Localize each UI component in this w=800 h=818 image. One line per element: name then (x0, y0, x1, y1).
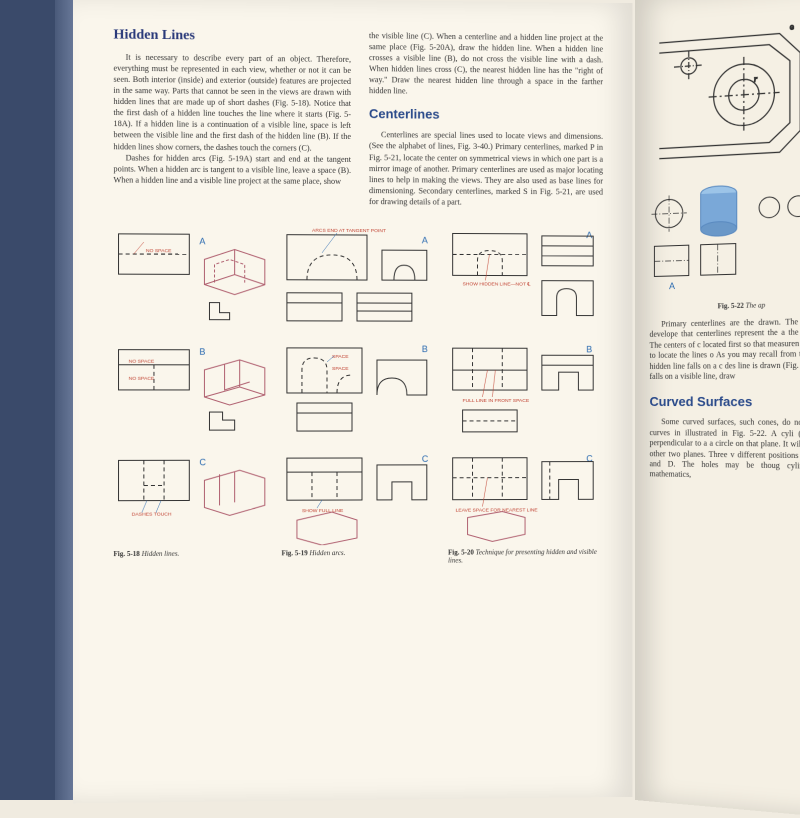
fig-5-22: A (650, 176, 800, 294)
fig-5-18: NO SPACE A (113, 224, 271, 566)
fig-5-20-caption: Fig. 5-20 Technique for presenting hidde… (448, 548, 603, 565)
svg-text:SHOW FULL LINE: SHOW FULL LINE (302, 508, 344, 514)
para-hidden-2: Dashes for hidden arcs (Fig. 5-19A) star… (113, 152, 351, 187)
right-para-1: Primary centerlines are the drawn. The v… (650, 316, 800, 382)
para-centerlines: Centerlines are special lines used to lo… (369, 129, 603, 208)
svg-text:NO SPACE: NO SPACE (129, 359, 155, 365)
right-page: G r A Fig. 5-22 The ap Primary (635, 0, 800, 818)
fig-5-19-caption: Fig. 5-19 Hidden arcs. (282, 548, 439, 557)
svg-text:FULL LINE IN FRONT SPACE: FULL LINE IN FRONT SPACE (463, 398, 530, 404)
svg-text:SHOW HIDDEN LINE—NOT ℄: SHOW HIDDEN LINE—NOT ℄ (463, 281, 532, 287)
text-columns: Hidden Lines It is necessary to describe… (113, 27, 603, 208)
fig-5-18-c: DASHES TOUCH C (113, 450, 269, 546)
heading-hidden-lines: Hidden Lines (113, 27, 351, 46)
fig-5-22-caption: Fig. 5-22 The ap (650, 300, 800, 312)
svg-text:B: B (422, 344, 428, 354)
fig-5-20: SHOW HIDDEN LINE—NOT ℄ A (448, 225, 603, 564)
right-para-2: Some curved surfaces, such cones, do not… (650, 417, 800, 483)
fig-5-19-b: SPACE SPACE B (282, 340, 437, 435)
heading-centerlines: Centerlines (369, 106, 603, 123)
svg-text:A: A (422, 235, 428, 245)
fig-5-19-a: ARCS END AT TANGENT POINT A (282, 224, 437, 325)
svg-text:NO SPACE: NO SPACE (146, 248, 172, 254)
svg-text:A: A (669, 281, 675, 291)
para-hidden-3: the visible line (C). When a centerline … (369, 30, 603, 98)
fig-5-19-c: SHOW FULL LINE C (282, 450, 437, 545)
fig-5-20-c: LEAVE SPACE FOR NEAREST LINE C (448, 449, 601, 544)
svg-text:G: G (790, 25, 794, 32)
fig-5-22-area: A Fig. 5-22 The ap (650, 175, 800, 311)
fig-5-18-a: NO SPACE A (113, 224, 269, 325)
svg-text:SPACE: SPACE (332, 354, 349, 360)
fig-5-18-b: NO SPACE NO SPACE B (113, 339, 269, 435)
left-page: Hidden Lines It is necessary to describe… (73, 0, 633, 803)
svg-text:SPACE: SPACE (332, 366, 349, 372)
svg-text:ARCS END AT TANGENT POINT: ARCS END AT TANGENT POINT (312, 228, 386, 234)
fig-right-top: G r (650, 15, 800, 169)
svg-text:NO SPACE: NO SPACE (129, 376, 155, 382)
svg-text:C: C (422, 454, 429, 464)
fig-5-18-caption: Fig. 5-18 Hidden lines. (113, 549, 271, 558)
svg-text:C: C (199, 457, 206, 467)
svg-text:B: B (587, 344, 593, 354)
svg-text:A: A (587, 230, 593, 240)
fig-5-19: ARCS END AT TANGENT POINT A (282, 224, 439, 565)
svg-text:r: r (754, 74, 758, 84)
figures-row: NO SPACE A (113, 224, 603, 566)
fig-5-20-b: FULL LINE IN FRONT SPACE B (448, 340, 601, 435)
fig-5-20-a: SHOW HIDDEN LINE—NOT ℄ A (448, 225, 601, 325)
svg-text:DASHES TOUCH: DASHES TOUCH (132, 511, 172, 517)
para-hidden-1: It is necessary to describe every part o… (113, 52, 351, 154)
svg-text:A: A (199, 236, 205, 246)
heading-curved-surfaces: Curved Surfaces (650, 394, 800, 410)
svg-text:B: B (199, 347, 205, 357)
